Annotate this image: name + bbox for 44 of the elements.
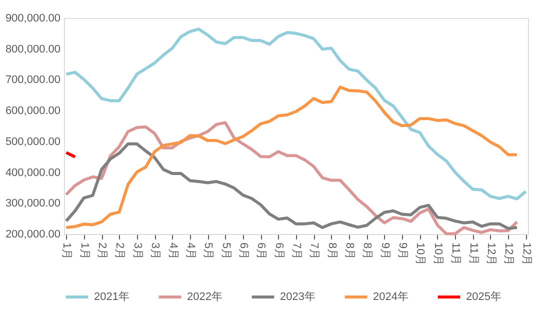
x-tick-label: 9月 (378, 242, 391, 260)
y-tick-label: 300,000.00 (5, 198, 60, 210)
x-tick-label: 3月 (131, 242, 144, 260)
y-tick-label: 700,000.00 (5, 74, 60, 86)
y-tick-label: 800,000.00 (5, 43, 60, 56)
x-tick-label: 11月 (450, 242, 462, 265)
x-tick-label: 2月 (96, 242, 108, 260)
x-tick-label: 9月 (396, 242, 409, 260)
x-tick-label: 5月 (202, 242, 214, 260)
x-tick-label: 1月 (78, 242, 90, 260)
line-series (64, 28, 528, 200)
x-tick-label: 11月 (467, 242, 480, 265)
x-tick-label: 3月 (149, 242, 162, 260)
x-tick-label: 12月 (484, 242, 497, 266)
line-series (64, 86, 518, 230)
x-tick-label: 8月 (326, 242, 338, 260)
x-tick-label: 1月 (60, 242, 73, 260)
x-tick-label: 10月 (432, 242, 444, 266)
x-tick-label: 5月 (220, 242, 232, 260)
y-tick-label: 200,000.00 (5, 228, 60, 240)
x-tick-label: 7月 (308, 242, 320, 260)
x-tick-label: 6月 (237, 242, 250, 260)
legend-label: 2025年 (466, 291, 502, 303)
line-series (64, 121, 518, 236)
x-tick-label: 7月 (290, 242, 302, 260)
x-tick-label: 8月 (344, 242, 356, 260)
y-tick-label: 600,000.00 (5, 105, 60, 118)
x-tick-label: 4月 (166, 242, 179, 260)
x-tick-label: 6月 (272, 242, 285, 260)
x-tick-label: 4月 (184, 242, 196, 260)
x-tick-label: 8月 (361, 242, 374, 260)
legend-label: 2021年 (94, 291, 130, 303)
y-tick-label: 500,000.00 (5, 136, 60, 148)
y-tick-label: 400,000.00 (5, 166, 60, 179)
x-tick-label: 12月 (502, 242, 515, 266)
y-tick-label: 900,000.00 (5, 12, 60, 24)
x-tick-label: 12月 (520, 242, 532, 266)
x-tick-label: 10月 (414, 242, 426, 266)
legend-label: 2022年 (187, 291, 222, 303)
x-tick-label: 2月 (114, 242, 126, 260)
x-tick-label: 6月 (255, 242, 268, 260)
legend-label: 2023年 (280, 291, 316, 303)
line-series (64, 142, 518, 230)
legend-label: 2024年 (373, 291, 408, 303)
